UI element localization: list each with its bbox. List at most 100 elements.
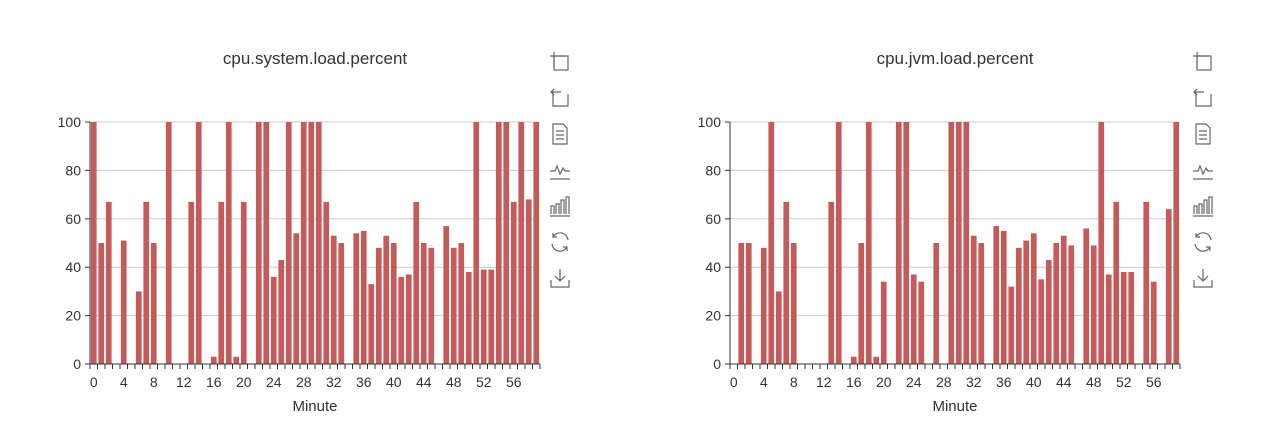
bar: [1098, 122, 1105, 364]
bar: [525, 199, 532, 364]
bar: [760, 247, 767, 364]
x-tick-label: 12: [176, 374, 192, 390]
bar: [195, 122, 202, 364]
bar: [330, 235, 337, 364]
bar: [1083, 228, 1090, 364]
bar: [1068, 245, 1075, 364]
bar: [420, 243, 427, 364]
save-image-icon[interactable]: [548, 266, 572, 290]
x-tick-label: 56: [506, 374, 522, 390]
x-axis-label: Minute: [932, 398, 977, 415]
y-tick-label: 60: [65, 211, 81, 227]
bar: [210, 356, 217, 364]
bar: [865, 122, 872, 364]
restore-icon[interactable]: [548, 230, 572, 254]
line-chart-icon[interactable]: [1191, 158, 1215, 182]
bar: [978, 243, 985, 364]
x-tick-label: 4: [760, 374, 768, 390]
bar: [880, 281, 887, 364]
bar: [488, 269, 495, 364]
bar: [850, 356, 857, 364]
bar: [970, 235, 977, 364]
bar: [963, 122, 970, 364]
x-tick-label: 0: [730, 374, 738, 390]
bar: [1120, 272, 1127, 364]
bar: [948, 122, 955, 364]
x-tick-label: 44: [1056, 374, 1072, 390]
bar: [495, 122, 502, 364]
y-tick-label: 40: [705, 259, 721, 275]
bar: [458, 243, 465, 364]
y-tick-label: 100: [58, 114, 82, 130]
bar: [1128, 272, 1135, 364]
bar-chart-icon[interactable]: [1191, 194, 1215, 218]
x-tick-label: 8: [150, 374, 158, 390]
x-tick-label: 24: [906, 374, 922, 390]
bar: [98, 243, 105, 364]
x-tick-label: 8: [790, 374, 798, 390]
line-chart-icon[interactable]: [548, 158, 572, 182]
bar: [828, 201, 835, 364]
bar: [1015, 247, 1022, 364]
save-image-icon[interactable]: [1191, 266, 1215, 290]
bar: [1045, 259, 1052, 364]
bar: [955, 122, 962, 364]
bar: [285, 122, 292, 364]
y-tick-label: 60: [705, 211, 721, 227]
zoom-icon[interactable]: [1191, 50, 1215, 74]
bar: [790, 243, 797, 364]
bar: [255, 122, 262, 364]
bar: [873, 356, 880, 364]
bar: [375, 247, 382, 364]
bar: [918, 281, 925, 364]
bar: [225, 122, 232, 364]
bar: [315, 122, 322, 364]
x-tick-label: 40: [1026, 374, 1042, 390]
bar: [1105, 274, 1112, 364]
bar-chart-icon[interactable]: [548, 194, 572, 218]
bar: [1113, 201, 1120, 364]
chart-panel-system: cpu.system.load.percent 0 20 40 60 80 100 0 4 8 12…: [58, 49, 572, 415]
zoom-icon[interactable]: [548, 50, 572, 74]
bar: [993, 226, 1000, 364]
bar: [1053, 243, 1060, 364]
x-tick-label: 12: [816, 374, 832, 390]
zoom-reset-icon[interactable]: [1191, 86, 1215, 110]
bar: [188, 201, 195, 364]
bar: [1143, 201, 1150, 364]
restore-icon[interactable]: [1191, 230, 1215, 254]
bar: [1150, 281, 1157, 364]
bar: [910, 274, 917, 364]
y-tick-label: 40: [65, 259, 81, 275]
bar: [738, 243, 745, 364]
data-view-icon[interactable]: [548, 122, 572, 146]
bar: [428, 247, 435, 364]
x-tick-label: 48: [1086, 374, 1102, 390]
bar: [368, 284, 375, 364]
bar: [143, 201, 150, 364]
bar: [300, 122, 307, 364]
bar: [405, 274, 412, 364]
y-tick-label: 0: [713, 356, 721, 372]
bar: [383, 235, 390, 364]
bar: [360, 230, 367, 364]
bar: [353, 233, 360, 364]
zoom-reset-icon[interactable]: [548, 86, 572, 110]
bar: [105, 201, 112, 364]
y-tick-label: 100: [698, 114, 722, 130]
bar: [120, 240, 127, 364]
x-tick-label: 56: [1146, 374, 1162, 390]
x-tick-label: 36: [996, 374, 1012, 390]
x-tick-label: 4: [120, 374, 128, 390]
x-tick-label: 48: [446, 374, 462, 390]
data-view-icon[interactable]: [1191, 122, 1215, 146]
chart-panel-jvm: cpu.jvm.load.percent 0 20 40 60 80 100 0 4 8 12 16 2…: [640, 0, 1280, 441]
x-tick-label: 28: [936, 374, 952, 390]
bar: [150, 243, 157, 364]
bar: [768, 122, 775, 364]
bar: [533, 122, 540, 364]
bar: [413, 201, 420, 364]
x-tick-label: 32: [326, 374, 342, 390]
